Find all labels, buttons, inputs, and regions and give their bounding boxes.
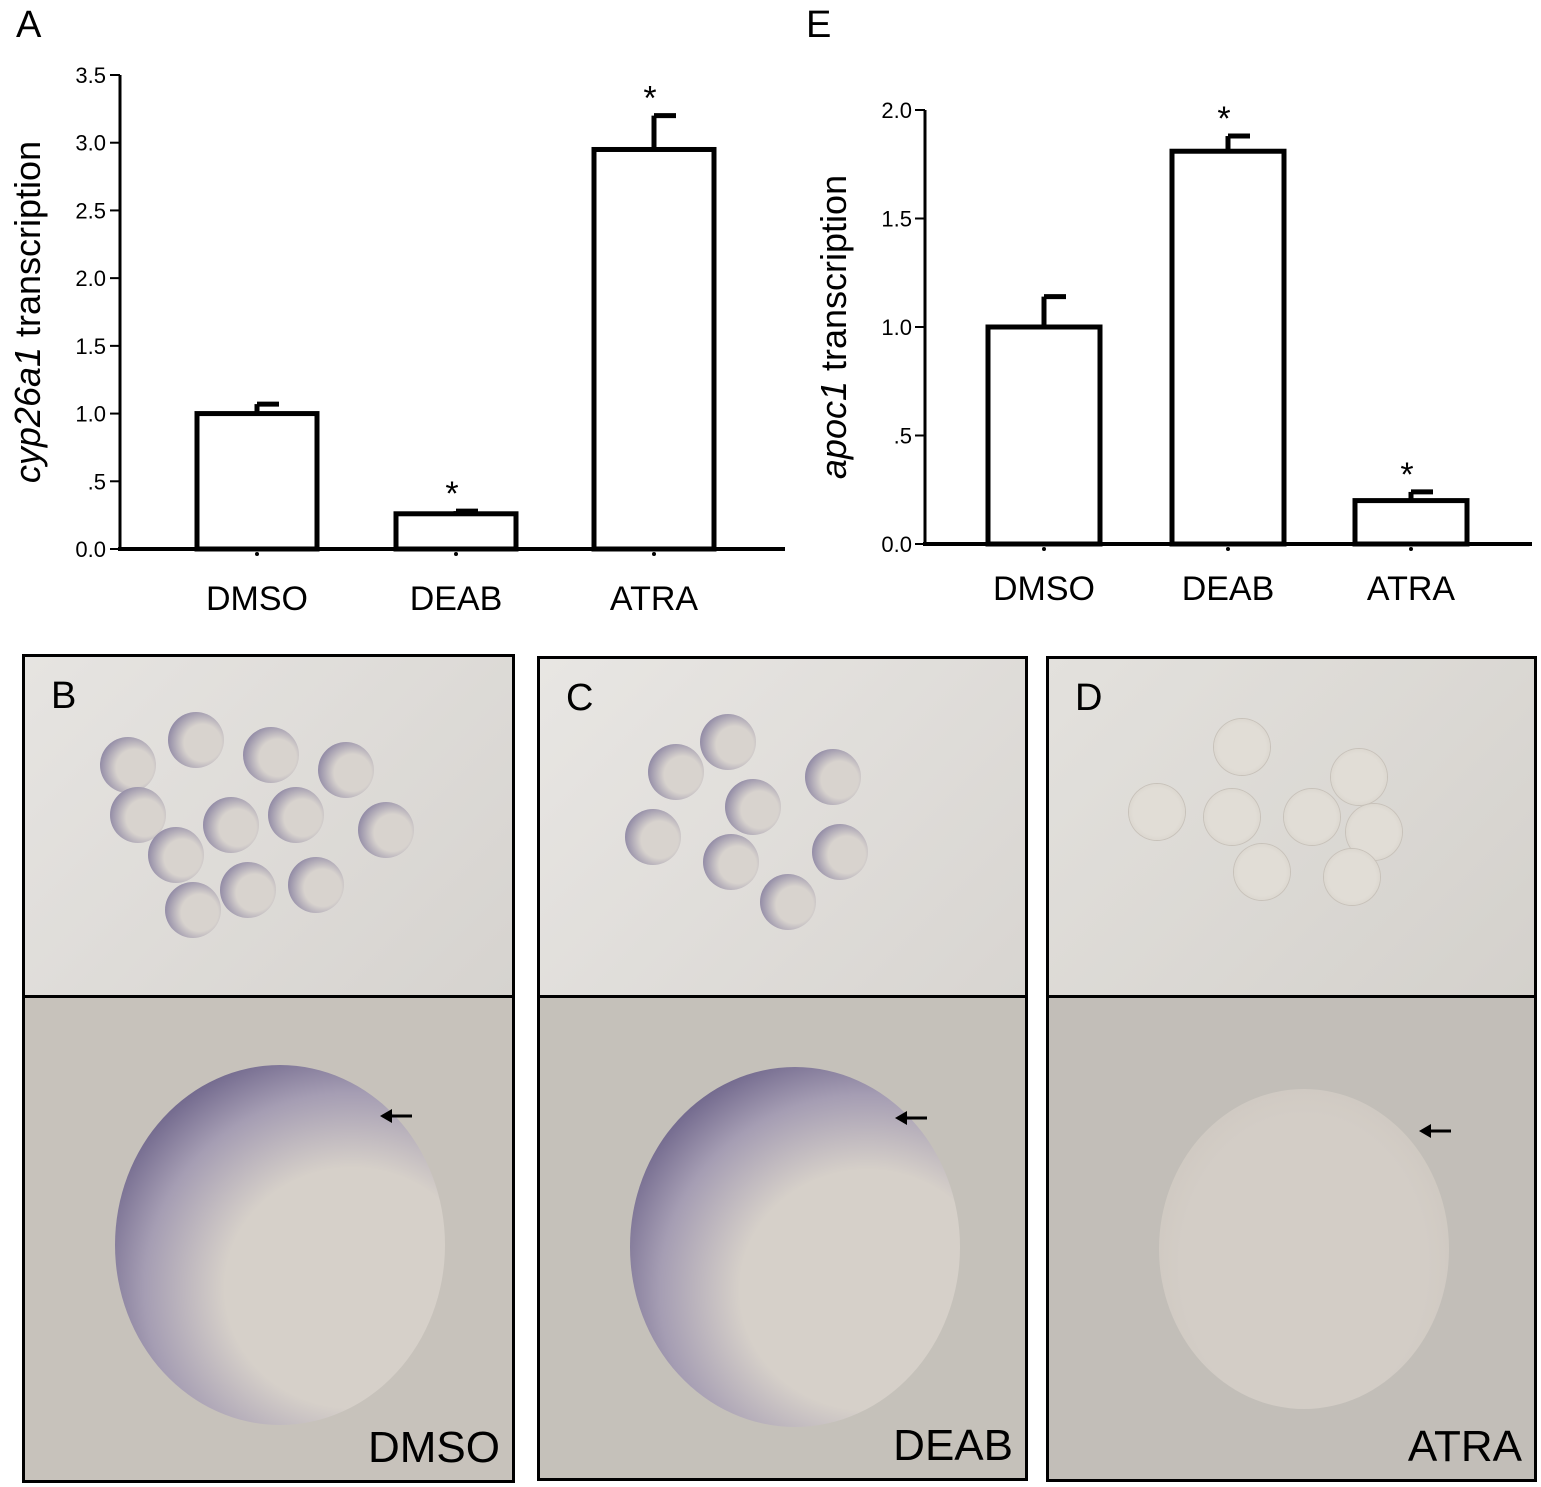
embryo — [288, 857, 344, 913]
embryo — [700, 714, 756, 770]
photo-panel-d: D ATRA — [1046, 656, 1537, 1482]
embryo — [243, 727, 299, 783]
y-axis-label: cyp26a1 transcription — [7, 141, 48, 483]
embryo-group-image — [540, 659, 1025, 998]
significance-marker: * — [1400, 456, 1413, 494]
embryo — [1204, 789, 1260, 845]
x-tick — [255, 552, 259, 556]
embryo-closeup — [1159, 1089, 1449, 1409]
arrow-icon — [895, 1111, 927, 1125]
significance-marker: * — [1217, 100, 1230, 138]
bar-atra — [1352, 498, 1470, 547]
embryo-closeup — [115, 1065, 445, 1425]
y-tick-label: 1.0 — [881, 315, 912, 340]
y-tick-label: 0.0 — [75, 537, 106, 562]
embryo — [725, 779, 781, 835]
panel-label-a: A — [16, 4, 42, 46]
embryo — [220, 862, 276, 918]
y-tick-label: 3.5 — [75, 63, 106, 88]
embryo — [1214, 719, 1270, 775]
embryo — [168, 712, 224, 768]
embryo — [100, 737, 156, 793]
y-tick-label: 2.5 — [75, 198, 106, 223]
bar-atra — [591, 146, 717, 552]
x-tick — [1042, 547, 1046, 551]
y-tick-label: 3.0 — [75, 131, 106, 156]
embryo — [703, 834, 759, 890]
embryo — [268, 787, 324, 843]
embryo — [148, 827, 204, 883]
embryo — [760, 874, 816, 930]
bar-deab — [1169, 148, 1287, 547]
embryo — [805, 749, 861, 805]
category-label: DEAB — [1182, 570, 1275, 608]
embryo — [358, 802, 414, 858]
embryo — [1324, 849, 1380, 905]
bar-charts: 0.0 .5 1.0 1.5 2.0 2.5 3.0 3.5 cyp26a1 transcrip… — [7, 63, 1532, 618]
y-tick-label: 2.0 — [75, 266, 106, 291]
embryo — [1129, 784, 1185, 840]
panel-label-e: E — [806, 4, 832, 46]
treatment-label-dmso: DMSO — [368, 1423, 500, 1472]
photo-label-d: D — [1075, 677, 1103, 719]
y-tick-label: 1.5 — [881, 207, 912, 232]
photo-label-b: B — [51, 675, 77, 717]
x-tick — [652, 552, 656, 556]
category-label: DEAB — [410, 580, 503, 618]
embryo-closeup — [630, 1067, 960, 1427]
significance-marker: * — [445, 475, 458, 513]
x-tick — [454, 552, 458, 556]
y-axis-label: apoc1 transcription — [813, 175, 854, 479]
photo-panel-c: C DEAB — [537, 656, 1028, 1481]
embryo — [1331, 749, 1387, 805]
embryo — [203, 797, 259, 853]
treatment-label-deab: DEAB — [893, 1421, 1013, 1470]
y-tick-label: .5 — [88, 469, 106, 494]
y-tick-label: 2.0 — [881, 98, 912, 123]
bar-dmso — [194, 411, 320, 552]
embryo — [1284, 789, 1340, 845]
category-label: ATRA — [1367, 570, 1455, 608]
y-tick-label: .5 — [894, 424, 912, 449]
bar-deab — [393, 511, 519, 552]
x-tick — [1409, 547, 1413, 551]
photo-label-c: C — [566, 677, 594, 719]
embryo-group-image — [25, 657, 512, 998]
embryo — [812, 824, 868, 880]
embryo — [318, 742, 374, 798]
category-label: ATRA — [610, 580, 698, 618]
embryo — [625, 809, 681, 865]
arrow-icon — [1419, 1124, 1451, 1138]
photo-panel-b: B DMSO — [22, 654, 515, 1483]
treatment-label-atra: ATRA — [1407, 1422, 1522, 1471]
bar-dmso — [985, 324, 1103, 547]
category-label: DMSO — [206, 580, 308, 618]
y-tick-label: 1.5 — [75, 334, 106, 359]
embryo — [1234, 844, 1290, 900]
embryo — [165, 882, 221, 938]
embryo — [648, 744, 704, 800]
significance-marker: * — [643, 80, 656, 118]
y-tick-label: 0.0 — [881, 532, 912, 557]
y-tick-label: 1.0 — [75, 402, 106, 427]
arrow-icon — [380, 1109, 412, 1123]
x-tick — [1226, 547, 1230, 551]
category-label: DMSO — [993, 570, 1095, 608]
